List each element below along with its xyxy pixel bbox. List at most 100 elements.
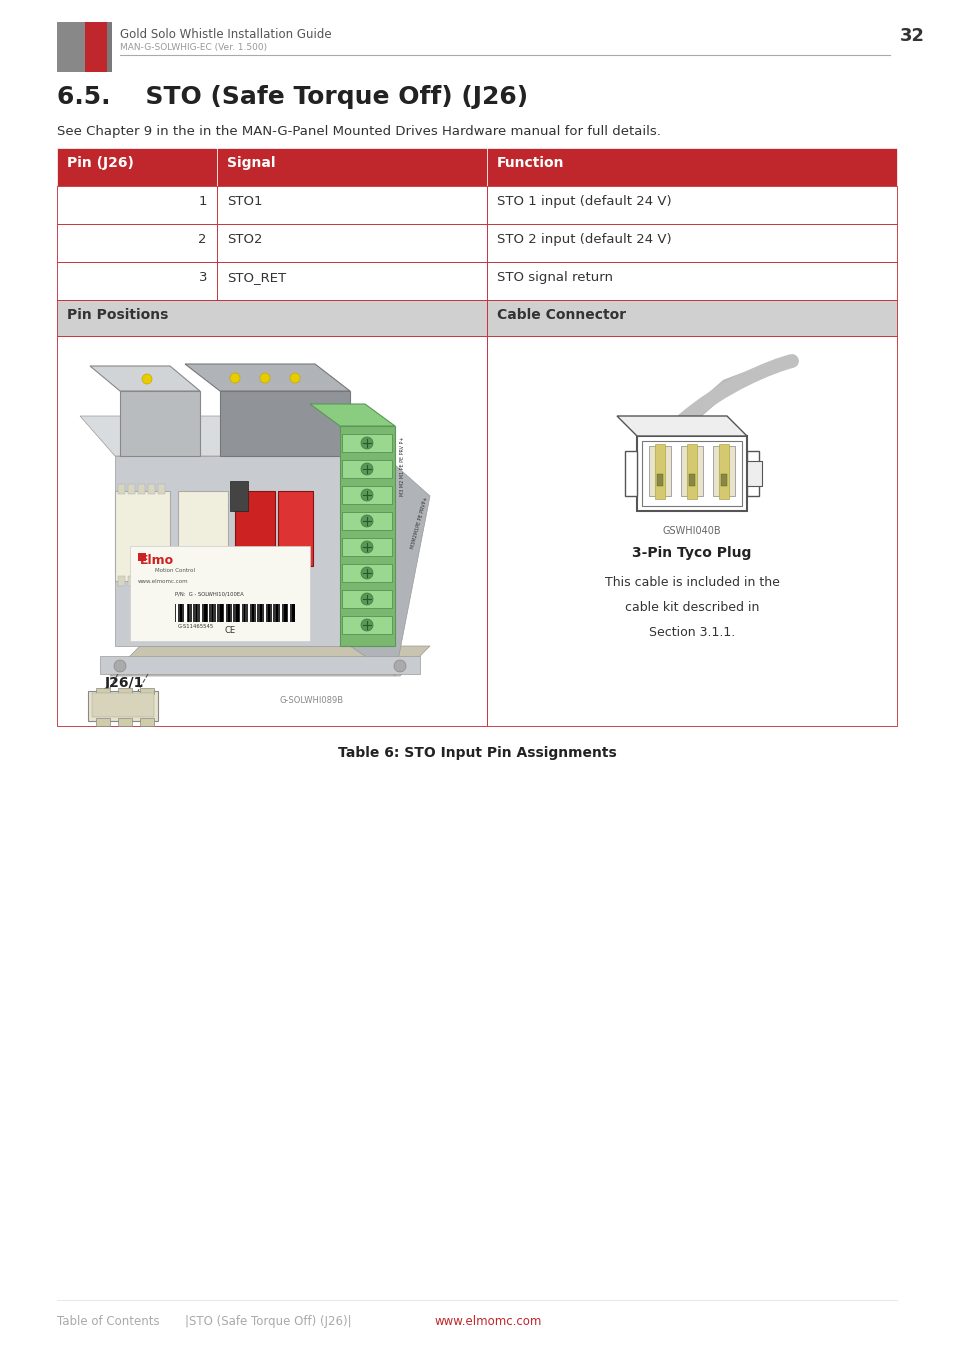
Bar [57,224,216,262]
Polygon shape [90,366,200,392]
Bar [204,603,207,622]
Text: Table of Contents: Table of Contents [57,1315,159,1328]
Circle shape [230,373,240,383]
Text: Motion Control: Motion Control [154,568,194,572]
Bar [220,603,222,622]
Bar [128,485,135,494]
Bar [216,224,486,262]
Bar [486,336,896,726]
Bar [57,262,216,300]
Text: 3-Pin Tyco Plug: 3-Pin Tyco Plug [632,545,751,560]
Circle shape [394,660,406,672]
Bar [200,603,201,622]
Text: STO signal return: STO signal return [497,271,613,284]
Bar [657,474,662,486]
Bar [244,603,245,622]
Bar [215,603,219,622]
Bar [746,460,761,486]
Polygon shape [350,456,430,676]
Text: M3M2M1PE PE PRVP+: M3M2M1PE PE PRVP+ [410,495,428,549]
Bar [118,718,132,726]
Bar [230,481,248,512]
Polygon shape [617,416,746,436]
Bar [224,603,226,622]
Bar [248,603,250,622]
Bar [720,474,726,486]
Text: STO_RET: STO_RET [227,271,286,284]
Text: CE: CE [225,626,236,634]
Text: MAN-G-SOLWHIG-EC (Ver. 1.500): MAN-G-SOLWHIG-EC (Ver. 1.500) [120,43,267,53]
Bar [180,603,182,622]
Bar [192,603,193,622]
Text: 2: 2 [198,234,207,246]
Bar [746,451,759,495]
Bar [57,22,112,72]
Bar [339,427,395,647]
Bar [240,603,241,622]
Text: P/N:  G - SOLWHI10/100EA: P/N: G - SOLWHI10/100EA [174,593,244,597]
Text: STO2: STO2 [227,234,262,246]
Bar [486,300,896,336]
Text: 6.5.    STO (Safe Torque Off) (J26): 6.5. STO (Safe Torque Off) (J26) [57,85,528,109]
Text: Table 6: STO Input Pin Assignments: Table 6: STO Input Pin Assignments [337,747,616,760]
Circle shape [260,373,270,383]
Bar [252,603,253,622]
Bar [175,603,177,622]
Bar [71,22,103,72]
Bar [292,603,293,622]
Bar [96,688,110,694]
Bar [341,616,392,634]
Text: www.elmomc.com: www.elmomc.com [435,1315,542,1328]
Bar [118,485,125,494]
Circle shape [360,541,373,554]
Text: Gold Solo Whistle Installation Guide: Gold Solo Whistle Installation Guide [120,28,332,40]
Bar [688,474,695,486]
Text: Function: Function [497,157,564,170]
Bar [637,436,746,512]
Polygon shape [110,647,430,676]
Bar [67,22,101,72]
Circle shape [113,660,126,672]
Text: Elmo: Elmo [140,554,174,567]
Text: Signal: Signal [227,157,275,170]
Bar [264,603,267,622]
Bar [178,491,228,580]
Bar [57,186,216,224]
Bar [486,186,896,224]
Circle shape [142,374,152,383]
Bar [341,460,392,478]
Bar [195,603,196,622]
Bar [235,603,236,622]
Bar [216,262,486,300]
Bar [216,186,486,224]
Bar [624,451,637,495]
Bar [220,392,350,456]
Bar [82,22,107,72]
Circle shape [360,489,373,501]
Bar [284,603,285,622]
Bar [341,486,392,504]
Text: J26/1: J26/1 [105,676,144,690]
Bar [158,576,165,586]
Text: Pin (J26): Pin (J26) [67,157,133,170]
Bar [272,603,274,622]
Bar [341,433,392,452]
Text: STO 1 input (default 24 V): STO 1 input (default 24 V) [497,194,671,208]
Bar [486,148,896,186]
Bar [341,590,392,608]
Bar [91,693,153,717]
Bar [680,446,702,495]
Bar [57,336,486,726]
Bar [341,564,392,582]
Text: GSWHI040B: GSWHI040B [662,526,720,536]
Polygon shape [80,416,385,456]
Circle shape [360,514,373,526]
Bar [641,441,741,506]
Text: Cable Connector: Cable Connector [497,308,625,323]
Bar [277,491,313,566]
Bar [148,576,154,586]
Text: STO 2 input (default 24 V): STO 2 input (default 24 V) [497,234,671,246]
Bar [148,485,154,494]
Bar [260,603,262,622]
Bar [115,491,170,580]
